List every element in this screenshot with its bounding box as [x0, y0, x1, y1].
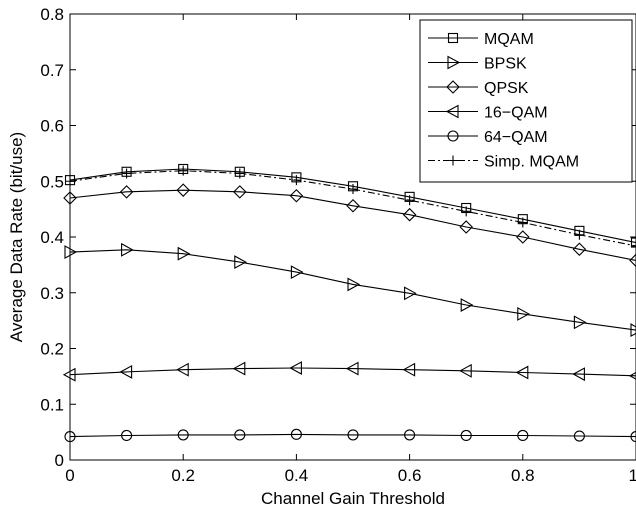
- y-tick-label: 0.7: [40, 61, 64, 80]
- series-line: [69, 189, 636, 261]
- series-line: [69, 170, 636, 247]
- data-point: [290, 265, 304, 280]
- x-tick-label: 0.8: [511, 466, 535, 485]
- data-point: [289, 188, 304, 203]
- series-plus: [65, 165, 636, 251]
- legend-marker: [445, 104, 459, 119]
- data-point: [516, 230, 530, 244]
- data-point: [65, 176, 75, 187]
- data-point: [345, 361, 359, 376]
- data-point: [460, 298, 474, 312]
- legend-box: [419, 19, 633, 183]
- data-point: [290, 428, 302, 440]
- data-point: [404, 429, 416, 441]
- data-point: [64, 431, 76, 443]
- data-point: [630, 237, 636, 248]
- series-circle: [64, 428, 636, 443]
- data-point: [234, 255, 247, 270]
- data-point: [459, 363, 472, 378]
- data-point: [119, 364, 133, 379]
- data-point: [63, 191, 77, 205]
- axis-ticks: 0 0.2 0.4 0.6 0.8 1 0 0.1 0.2 0.3 0.4 0.5 0.6 0.7 0.8: [40, 5, 636, 485]
- x-tick-label: 0.4: [285, 466, 309, 485]
- data-point: [459, 220, 473, 234]
- data-point: [346, 199, 360, 213]
- legend-entry: 16−QAM: [484, 105, 548, 122]
- series-triangle-right: [64, 242, 636, 338]
- data-point: [573, 315, 587, 330]
- data-point: [631, 240, 636, 251]
- data-point: [629, 253, 636, 268]
- legend-marker: [447, 130, 459, 142]
- data-point: [177, 246, 191, 261]
- data-point: [573, 430, 585, 442]
- series-diamond: [63, 183, 636, 268]
- data-point: [348, 184, 358, 195]
- data-point: [178, 165, 189, 176]
- legend-marker: [446, 80, 460, 94]
- legend-entry: BPSK: [484, 56, 527, 73]
- data-point: [517, 429, 529, 442]
- legend-entry: QPSK: [484, 80, 529, 97]
- data-point: [177, 429, 189, 441]
- y-tick-label: 0.5: [40, 172, 64, 191]
- data-point: [461, 206, 472, 217]
- x-tick-label: 0: [65, 466, 74, 485]
- data-point: [233, 185, 247, 199]
- legend-marker: [447, 32, 459, 44]
- data-point: [517, 307, 530, 321]
- data-point: [347, 429, 359, 441]
- data-point: [460, 429, 472, 442]
- x-tick-label: 1: [629, 466, 636, 485]
- data-point: [64, 245, 78, 259]
- data-point: [121, 242, 134, 257]
- data-point: [176, 362, 189, 377]
- data-point: [62, 367, 76, 382]
- y-tick-label: 0: [55, 451, 64, 470]
- legend-entry: MQAM: [484, 31, 534, 48]
- series-group: [62, 163, 636, 443]
- series-line: [69, 433, 636, 438]
- legend-entry: Simp. MQAM: [484, 154, 579, 171]
- data-point: [121, 168, 132, 179]
- data-point: [119, 185, 134, 199]
- data-point: [402, 362, 416, 377]
- data-point: [402, 207, 417, 222]
- y-tick-label: 0.8: [40, 5, 64, 24]
- data-point: [176, 183, 190, 197]
- data-point: [234, 429, 246, 441]
- legend: MQAM BPSK QPSK 16−QAM 64−QAM Simp. MQAM: [419, 19, 633, 183]
- data-point: [404, 286, 417, 301]
- data-point: [232, 361, 246, 376]
- data-point: [347, 277, 361, 292]
- legend-entry: 64−QAM: [484, 129, 548, 146]
- y-tick-label: 0.4: [40, 228, 64, 247]
- series-line: [69, 367, 636, 377]
- series-line: [69, 249, 636, 331]
- y-tick-label: 0.3: [40, 284, 64, 303]
- y-tick-label: 0.6: [40, 117, 64, 136]
- data-point: [121, 429, 133, 442]
- series-triangle-left: [62, 361, 636, 382]
- data-point: [572, 242, 587, 257]
- data-point: [234, 168, 245, 179]
- data-point: [289, 361, 302, 375]
- data-point: [630, 431, 636, 443]
- y-tick-label: 0.2: [40, 340, 64, 359]
- y-tick-label: 0.1: [40, 395, 64, 414]
- x-tick-label: 0.6: [398, 466, 422, 485]
- data-point: [291, 175, 302, 186]
- data-point: [515, 365, 529, 380]
- x-axis-label: Channel Gain Threshold: [261, 489, 445, 508]
- data-point: [517, 217, 528, 228]
- y-axis-label: Average Data Rate (bit/use): [7, 132, 26, 342]
- x-tick-label: 0.2: [171, 466, 195, 485]
- data-point: [404, 195, 415, 206]
- data-point: [630, 323, 636, 338]
- data-point: [572, 367, 585, 382]
- legend-marker: [448, 155, 458, 166]
- legend-marker: [447, 55, 461, 70]
- data-point: [574, 229, 585, 240]
